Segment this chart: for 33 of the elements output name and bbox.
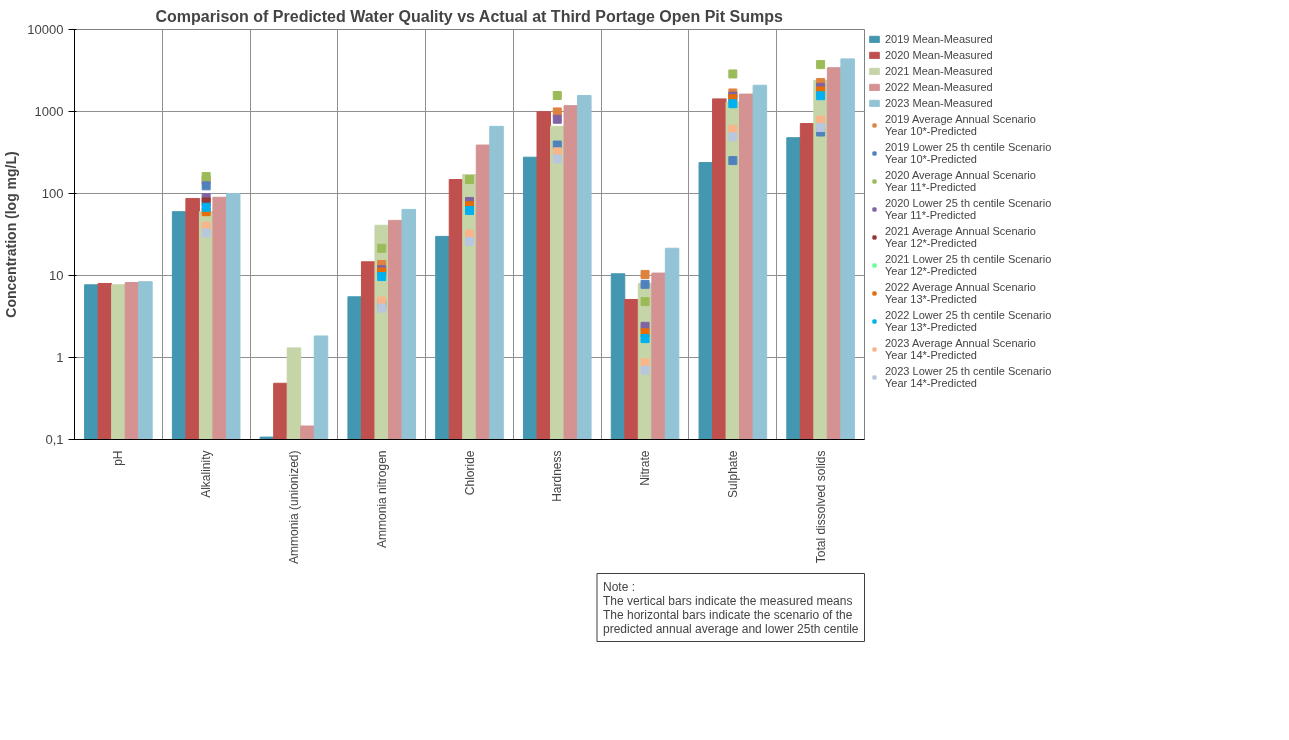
- legend-label: 2023 Average Annual Scenario Year 14*-Predicted: [885, 337, 1036, 361]
- legend-label: 2022 Lower 25 th centile Scenario Year 13*-Predicted: [885, 309, 1052, 333]
- chart-title: Comparison of Predicted Water Quality vs Actual at Third Portage Open Pit Sumps: [155, 7, 783, 25]
- x-tick-label: Sulphate: [725, 450, 740, 498]
- x-tick-label: Nitrate: [638, 450, 653, 486]
- x-tick-label: pH: [111, 450, 126, 466]
- y-tick-label: 10: [49, 268, 64, 283]
- y-tick-label: 1000: [34, 104, 64, 119]
- legend-label: 2019 Average Annual Scenario Year 10*-Predicted: [885, 113, 1036, 137]
- legend-label: 2019 Lower 25 th centile Scenario Year 10*-Predicted: [885, 141, 1052, 165]
- legend-label: 2023 Lower 25 th centile Scenario Year 14*-Predicted: [885, 365, 1052, 389]
- y-tick-label: 10000: [27, 22, 64, 37]
- text: Note : The vertical bars indicate the measured means The horizontal bars indicate the scenario of the predicted annual average and lower 25th centile: [602, 579, 859, 636]
- y-axis-title: Concentration (log mg/L): [3, 151, 20, 318]
- y-tick-label: 0,1: [45, 432, 64, 447]
- legend-label: 2022 Mean-Measured: [885, 81, 993, 93]
- legend-label: 2023 Mean-Measured: [885, 97, 993, 109]
- legend-label: 2020 Mean-Measured: [885, 49, 993, 61]
- legend-label: 2021 Lower 25 th centile Scenario Year 12*-Predicted: [885, 253, 1052, 277]
- x-tick-label: Ammonia nitrogen: [374, 450, 389, 548]
- legend-label: 2020 Average Annual Scenario Year 11*-Predicted: [885, 169, 1036, 193]
- x-tick-label: Hardness: [550, 450, 565, 502]
- x-tick-label: Total dissolved solids: [813, 450, 828, 564]
- legend-label: 2021 Average Annual Scenario Year 12*-Predicted: [885, 225, 1036, 249]
- x-tick-label: Chloride: [462, 450, 477, 496]
- legend-label: 2020 Lower 25 th centile Scenario Year 11*-Predicted: [885, 197, 1052, 221]
- legend-label: 2021 Mean-Measured: [885, 65, 993, 77]
- legend-label: 2019 Mean-Measured: [885, 33, 993, 45]
- y-tick-label: 100: [41, 186, 64, 201]
- x-tick-label: Ammonia (unionized): [286, 450, 301, 564]
- y-tick-label: 1: [56, 350, 64, 365]
- x-tick-label: Alkalinity: [199, 450, 214, 498]
- legend-label: 2022 Average Annual Scenario Year 13*-Predicted: [885, 281, 1036, 305]
